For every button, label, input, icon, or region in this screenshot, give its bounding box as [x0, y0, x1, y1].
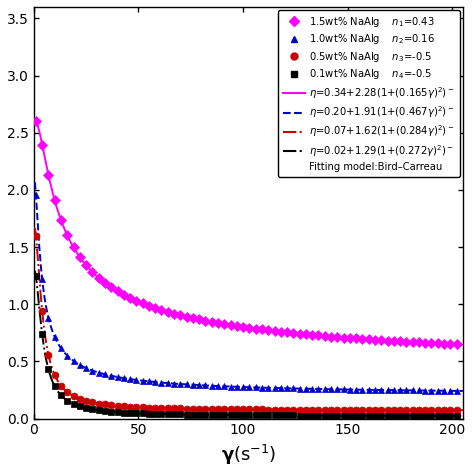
X-axis label: $\bf{\gamma}$(s$^{-1}$): $\bf{\gamma}$(s$^{-1}$) — [221, 443, 276, 467]
Legend: 1.5wt% NaAlg    $n_1$=0.43, 1.0wt% NaAlg    $n_2$=0.16, 0.5wt% NaAlg    $n_3$=-0: 1.5wt% NaAlg $n_1$=0.43, 1.0wt% NaAlg $n… — [278, 10, 460, 177]
